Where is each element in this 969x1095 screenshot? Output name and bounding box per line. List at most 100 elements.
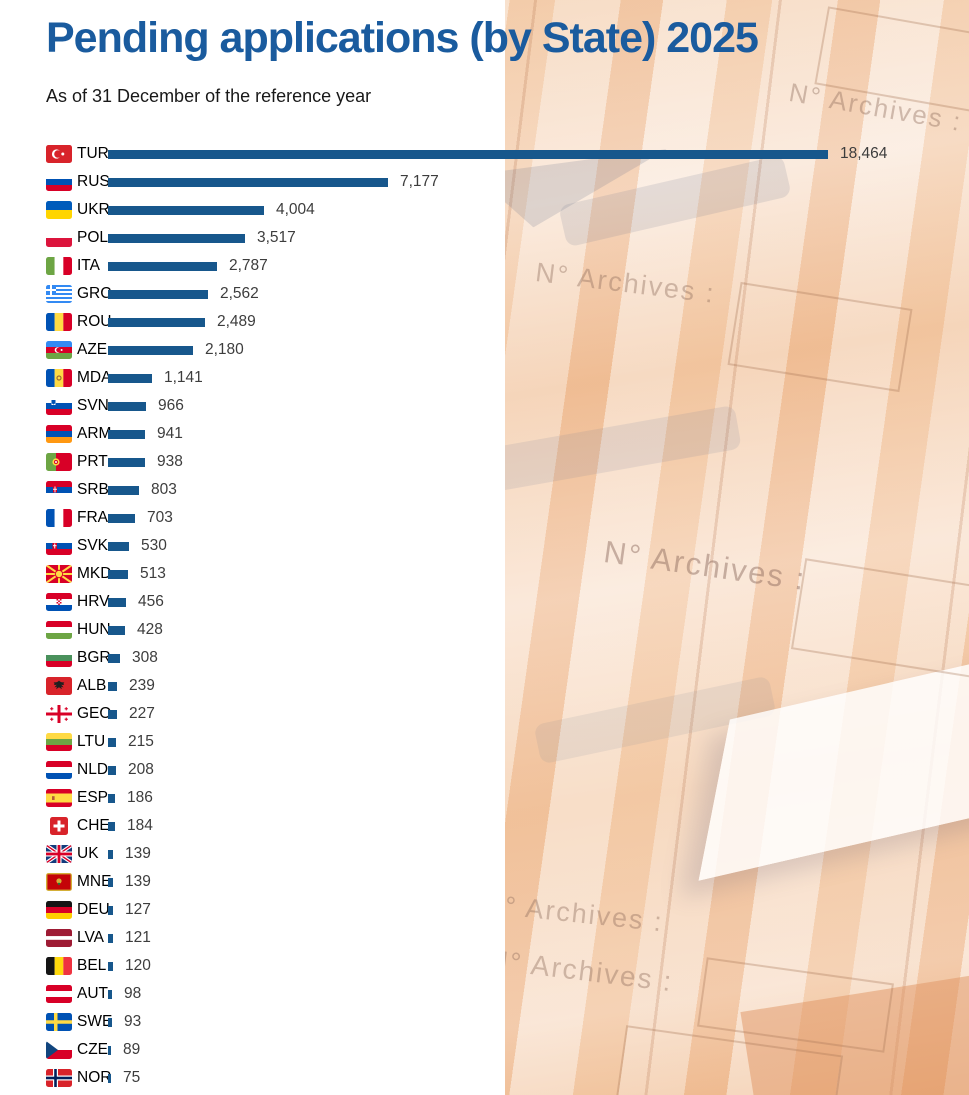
country-code-label: HRV xyxy=(77,593,110,610)
bar-wrap: 513 xyxy=(108,560,166,588)
flag-che-icon xyxy=(46,817,72,835)
country-code-label: CZE xyxy=(77,1041,108,1058)
flag-bel-icon xyxy=(46,957,72,975)
country-code-label: MNE xyxy=(77,873,112,890)
bar-wrap: 186 xyxy=(108,784,153,812)
page-title: Pending applications (by State) 2025 xyxy=(46,14,759,62)
chart-row: CZE 89 xyxy=(46,1036,956,1064)
flag-ltu-icon xyxy=(46,733,72,751)
flag-aze-icon xyxy=(46,341,72,359)
value-label: 966 xyxy=(158,397,184,414)
flag-rus-icon xyxy=(46,173,72,191)
chart-row: UKR 4,004 xyxy=(46,196,956,224)
pending-applications-bar-chart: TUR 18,464 RUS 7,177 UKR 4,004 POL 3,517… xyxy=(46,140,956,1092)
value-bar xyxy=(108,961,113,971)
bar-wrap: 121 xyxy=(108,924,151,952)
chart-row: GEO 227 xyxy=(46,700,956,728)
bar-wrap: 127 xyxy=(108,896,151,924)
flag-svn-icon xyxy=(46,397,72,415)
bar-wrap: 120 xyxy=(108,952,151,980)
flag-srb-icon xyxy=(46,481,72,499)
value-bar xyxy=(108,877,113,887)
value-label: 139 xyxy=(125,873,151,890)
bar-wrap: 428 xyxy=(108,616,163,644)
country-code-label: GRC xyxy=(77,285,112,302)
country-code-label: MKD xyxy=(77,565,112,582)
bar-wrap: 966 xyxy=(108,392,184,420)
country-code-label: UK xyxy=(77,845,99,862)
country-code-label: SWE xyxy=(77,1013,113,1030)
chart-row: GRC 2,562 xyxy=(46,280,956,308)
value-label: 456 xyxy=(138,593,164,610)
value-bar xyxy=(108,653,120,663)
value-bar xyxy=(108,849,113,859)
chart-row: MDA 1,141 xyxy=(46,364,956,392)
value-bar xyxy=(108,513,135,523)
value-bar xyxy=(108,429,145,439)
chart-row: NOR 75 xyxy=(46,1064,956,1092)
chart-row: MNE 139 xyxy=(46,868,956,896)
flag-ita-icon xyxy=(46,257,72,275)
value-label: 2,562 xyxy=(220,285,259,302)
value-bar xyxy=(108,1045,111,1055)
chart-row: AZE 2,180 xyxy=(46,336,956,364)
bar-wrap: 1,141 xyxy=(108,364,203,392)
value-label: 127 xyxy=(125,901,151,918)
value-bar xyxy=(108,933,113,943)
chart-row: ESP 186 xyxy=(46,784,956,812)
value-label: 530 xyxy=(141,537,167,554)
value-bar xyxy=(108,765,116,775)
chart-row: BGR 308 xyxy=(46,644,956,672)
bar-wrap: 803 xyxy=(108,476,177,504)
value-bar xyxy=(108,317,205,327)
flag-tur-icon xyxy=(46,145,72,163)
bar-wrap: 227 xyxy=(108,700,155,728)
value-bar xyxy=(108,205,264,215)
value-label: 215 xyxy=(128,733,154,750)
value-label: 227 xyxy=(129,705,155,722)
value-label: 2,787 xyxy=(229,257,268,274)
flag-mda-icon xyxy=(46,369,72,387)
value-bar xyxy=(108,261,217,271)
value-bar xyxy=(108,905,113,915)
bar-wrap: 215 xyxy=(108,728,154,756)
chart-row: AUT 98 xyxy=(46,980,956,1008)
value-label: 208 xyxy=(128,761,154,778)
value-label: 308 xyxy=(132,649,158,666)
country-code-label: POL xyxy=(77,229,109,246)
chart-row: RUS 7,177 xyxy=(46,168,956,196)
value-bar xyxy=(108,793,115,803)
chart-row: HUN 428 xyxy=(46,616,956,644)
value-bar xyxy=(108,625,125,635)
flag-grc-icon xyxy=(46,285,72,303)
value-label: 75 xyxy=(123,1069,141,1086)
value-label: 89 xyxy=(123,1041,141,1058)
flag-mkd-icon xyxy=(46,565,72,583)
value-bar xyxy=(108,821,115,831)
flag-swe-icon xyxy=(46,1013,72,1031)
country-code-label: CHE xyxy=(77,817,110,834)
flag-deu-icon xyxy=(46,901,72,919)
bar-wrap: 184 xyxy=(108,812,153,840)
value-label: 803 xyxy=(151,481,177,498)
country-code-label: BGR xyxy=(77,649,111,666)
bar-wrap: 308 xyxy=(108,644,158,672)
country-code-label: BEL xyxy=(77,957,107,974)
country-code-label: FRA xyxy=(77,509,108,526)
country-code-label: HUN xyxy=(77,621,111,638)
country-code-label: LTU xyxy=(77,733,106,750)
value-bar xyxy=(108,289,208,299)
chart-row: SVN 966 xyxy=(46,392,956,420)
chart-row: FRA 703 xyxy=(46,504,956,532)
flag-svk-icon xyxy=(46,537,72,555)
chart-row: UK 139 xyxy=(46,840,956,868)
value-label: 93 xyxy=(124,1013,142,1030)
flag-mne-icon xyxy=(46,873,72,891)
value-label: 239 xyxy=(129,677,155,694)
value-bar xyxy=(108,1017,112,1027)
country-code-label: AZE xyxy=(77,341,108,358)
country-code-label: ALB xyxy=(77,677,107,694)
bar-wrap: 98 xyxy=(108,980,141,1008)
chart-row: SRB 803 xyxy=(46,476,956,504)
country-code-label: RUS xyxy=(77,173,110,190)
